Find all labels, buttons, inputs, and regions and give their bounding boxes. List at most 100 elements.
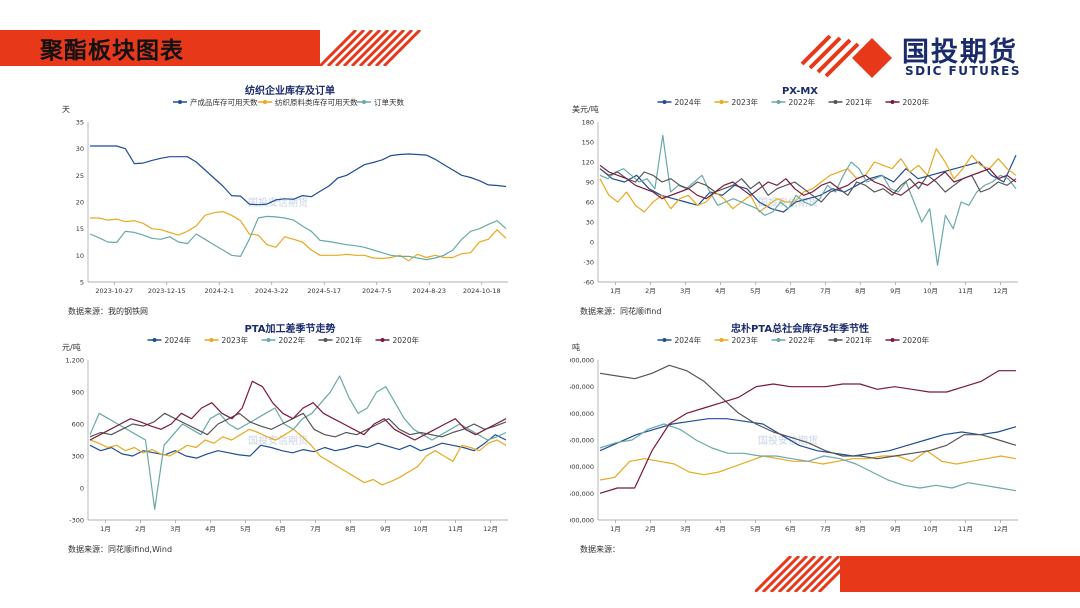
series-line	[599, 164, 1017, 200]
legend-label: 订单天数	[374, 97, 404, 107]
y-tick-label: 1,200	[65, 357, 84, 365]
y-tick-label: 90	[586, 179, 594, 187]
footer-bar	[840, 556, 1080, 592]
x-tick-label: 10月	[413, 525, 428, 533]
y-tick-label: 600	[72, 421, 84, 429]
series-line	[89, 412, 507, 438]
legend-item: 2022年	[771, 335, 816, 345]
header-stripes	[318, 30, 422, 66]
series-line	[599, 364, 1017, 460]
x-tick-label: 9月	[890, 525, 901, 533]
x-tick-label: 2024-8-23	[412, 287, 446, 295]
y-tick-label: 1,500,000	[570, 490, 594, 498]
legend-marker	[209, 338, 214, 342]
legend-marker	[152, 338, 157, 342]
y-tick-label: 3,500,000	[570, 383, 594, 391]
source-note-2: 数据来源：同花顺ifind	[580, 307, 662, 316]
y-tick-label: 3,000,000	[570, 410, 594, 418]
series-line	[89, 375, 507, 510]
legend-label: 2021年	[336, 335, 363, 345]
x-tick-label: 2024-10-18	[463, 287, 501, 295]
legend-label: 2020年	[903, 97, 930, 107]
x-tick-label: 8月	[855, 525, 866, 533]
x-tick-label: 7月	[820, 287, 831, 295]
legend-item: 2022年	[771, 97, 816, 107]
legend-label: 2023年	[732, 335, 759, 345]
x-tick-label: 5月	[750, 525, 761, 533]
x-tick-label: 2024-5-17	[307, 287, 341, 295]
legend-marker	[719, 338, 724, 342]
x-tick-label: 2023-12-15	[148, 287, 186, 295]
y-tick-label: 120	[582, 159, 594, 167]
x-tick-label: 6月	[785, 525, 796, 533]
source-note-3: 数据来源：同花顺ifind,Wind	[68, 545, 173, 554]
chart-title: 纺织企业库存及订单	[245, 84, 335, 97]
y-tick-label: 30	[586, 219, 594, 227]
series-line	[89, 215, 507, 261]
legend-marker	[833, 338, 838, 342]
legend-item: 纺织原料类库存可用天数	[258, 97, 358, 107]
series-line	[599, 168, 1017, 203]
series-line	[599, 134, 1017, 266]
y-tick-label: 2,000,000	[570, 463, 594, 471]
y-tick-label: 15	[76, 225, 84, 233]
x-tick-label: 6月	[275, 525, 286, 533]
y-tick-label: 300	[72, 453, 84, 461]
y-tick-label: 150	[582, 139, 594, 147]
legend-item: 2021年	[828, 97, 873, 107]
footer-stripes	[755, 556, 855, 592]
legend-item: 2020年	[885, 335, 930, 345]
legend-marker	[380, 338, 385, 342]
series-line	[599, 423, 1017, 492]
y-axis-label: 元/吨	[62, 342, 81, 352]
series-line	[599, 370, 1016, 494]
series-line	[89, 428, 507, 486]
y-tick-label: 4,000,000	[570, 357, 594, 365]
legend-item: 产成品库存可用天数	[173, 97, 258, 107]
y-tick-label: -30	[583, 259, 594, 267]
y-tick-label: 20	[76, 199, 84, 207]
legend-label: 2021年	[846, 335, 873, 345]
legend-item: 2020年	[375, 335, 420, 345]
series-line	[599, 148, 1017, 213]
source-note-4: 数据来源：	[580, 545, 620, 554]
legend-label: 纺织原料类库存可用天数	[275, 97, 358, 107]
legend-marker	[662, 100, 667, 104]
x-tick-label: 5月	[750, 287, 761, 295]
legend-marker	[776, 338, 781, 342]
legend-marker	[833, 100, 838, 104]
x-tick-label: 9月	[890, 287, 901, 295]
x-tick-label: 11月	[958, 287, 973, 295]
legend-label: 2023年	[222, 335, 249, 345]
y-tick-label: 0	[590, 239, 594, 247]
x-tick-label: 4月	[205, 525, 216, 533]
chart-title: 忠朴PTA总社会库存5年季节性	[731, 322, 869, 335]
legend-marker	[178, 100, 182, 104]
legend-item: 2020年	[885, 97, 930, 107]
y-tick-label: -300	[69, 517, 84, 525]
chart-title: PTA加工差季节走势	[244, 322, 335, 335]
x-tick-label: 8月	[345, 525, 356, 533]
x-tick-label: 10月	[923, 525, 938, 533]
x-tick-label: 2024-7-5	[362, 287, 392, 295]
x-tick-label: 11月	[448, 525, 463, 533]
chart-pta-margin: 国投安信期货 PTA加工差季节走势 2024年 2023年 2022年 2021年 2020…	[62, 322, 508, 533]
y-tick-label: 60	[586, 199, 594, 207]
legend-label: 产成品库存可用天数	[190, 97, 258, 107]
x-tick-label: 7月	[310, 525, 321, 533]
legend-marker	[323, 338, 328, 342]
legend-marker	[362, 100, 366, 104]
watermark: 国投安信期货	[248, 434, 308, 447]
series-line	[89, 380, 507, 441]
page-title: 聚酯板块图表	[40, 38, 184, 64]
legend-item: 订单天数	[357, 97, 404, 107]
legend-item: 2021年	[318, 335, 363, 345]
y-tick-label: -60	[583, 279, 594, 287]
brand-name-cn: 国投期货	[902, 37, 1018, 68]
x-tick-label: 7月	[820, 525, 831, 533]
x-tick-label: 2月	[135, 525, 146, 533]
brand-name-en: SDIC FUTURES	[905, 64, 1022, 78]
legend-item: 2022年	[261, 335, 306, 345]
